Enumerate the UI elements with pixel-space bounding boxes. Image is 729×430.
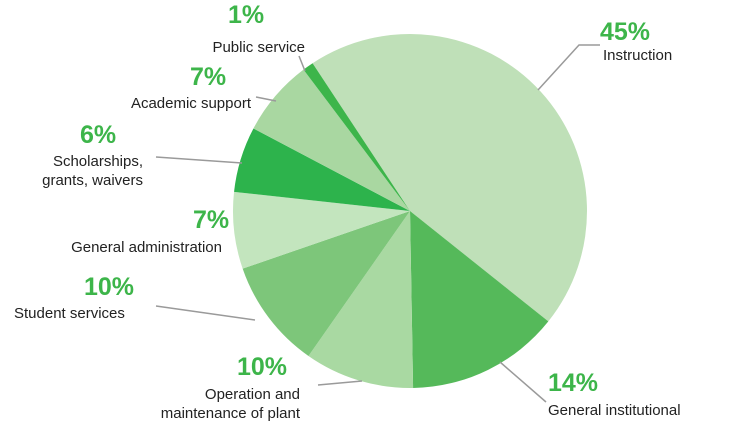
category-label: Scholarships, grants, waivers bbox=[42, 153, 143, 189]
value-label: 14% bbox=[548, 369, 599, 397]
leader-line bbox=[317, 380, 363, 386]
value-label: 1% bbox=[228, 1, 265, 29]
pie-slice bbox=[234, 128, 410, 211]
pie-slice bbox=[303, 63, 410, 211]
leader-line bbox=[499, 361, 547, 403]
leader-line bbox=[537, 44, 600, 91]
leader-line bbox=[298, 55, 306, 72]
category-label: General administration bbox=[71, 239, 222, 256]
category-label: Instruction bbox=[603, 47, 673, 64]
value-label: 10% bbox=[237, 353, 288, 381]
pie-slice bbox=[242, 211, 410, 356]
category-label: Operation and maintenance of plant bbox=[160, 386, 300, 422]
leader-line bbox=[255, 96, 277, 102]
pie-slice bbox=[308, 211, 414, 388]
leader-line bbox=[155, 305, 256, 321]
value-label: 6% bbox=[80, 121, 117, 149]
category-label: General institutional bbox=[548, 402, 681, 419]
pie-slice bbox=[253, 69, 410, 212]
leader-line bbox=[155, 156, 243, 164]
pie-slice bbox=[233, 191, 410, 269]
category-label: Public service bbox=[212, 39, 305, 56]
pie-slice bbox=[410, 211, 549, 388]
value-label: 10% bbox=[84, 273, 135, 301]
category-label: Student services bbox=[14, 305, 125, 322]
category-label: Academic support bbox=[130, 95, 251, 112]
pie-slice bbox=[312, 34, 587, 322]
value-label: 7% bbox=[193, 206, 230, 234]
value-label: 45% bbox=[600, 18, 651, 46]
value-label: 7% bbox=[190, 63, 227, 91]
